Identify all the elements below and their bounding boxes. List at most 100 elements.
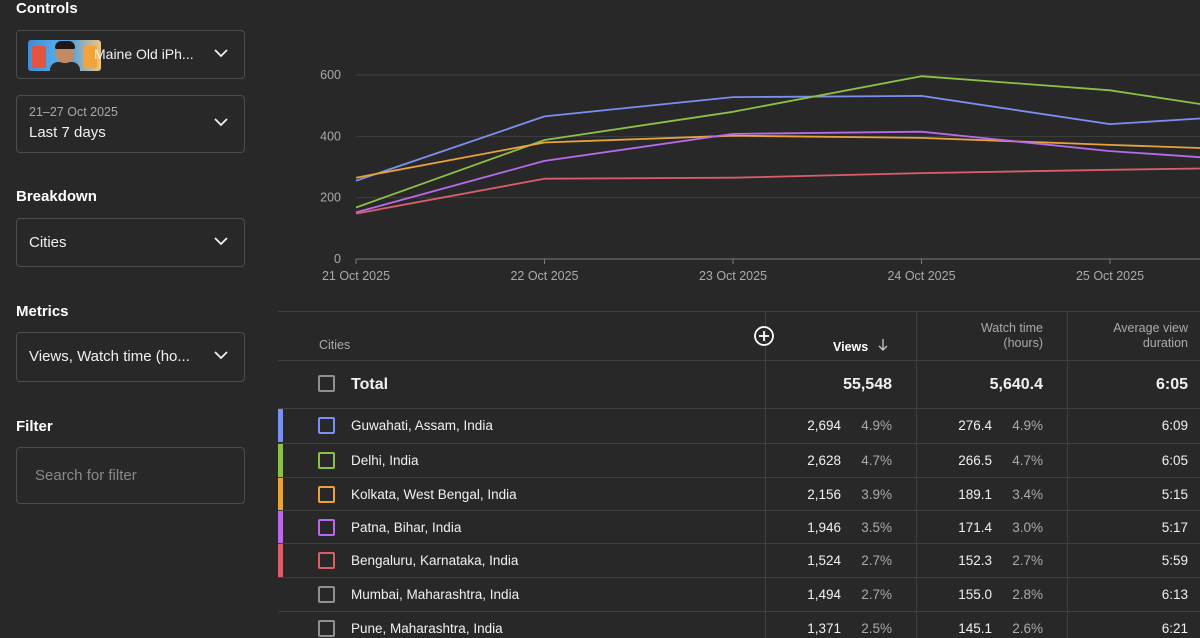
table-row[interactable]: Kolkata, West Bengal, India 2,156 3.9% 1… — [278, 478, 1200, 512]
line-chart: 0 200 400 600 21 Oct 2025 22 Oct 2025 23 Oct … — [320, 68, 1200, 283]
city-name: Patna, Bihar, India — [351, 520, 462, 535]
watch-time-percent: 4.9% — [1012, 418, 1043, 433]
row-checkbox[interactable] — [318, 552, 335, 569]
series-color-bar — [278, 478, 283, 511]
avg-duration-value: 6:09 — [1161, 418, 1188, 433]
chevron-down-icon — [214, 48, 228, 57]
breakdown-select[interactable]: Cities — [16, 218, 245, 267]
chart-series — [355, 75, 1200, 215]
avg-duration-value: 6:05 — [1161, 453, 1188, 468]
filter-input[interactable]: Search for filter — [16, 447, 245, 504]
total-avg-duration: 6:05 — [1155, 376, 1188, 393]
views-value: 1,946 — [807, 520, 841, 535]
x-tick-label: 23 Oct 2025 — [699, 269, 767, 283]
y-axis-ticks: 0 200 400 600 — [320, 68, 341, 266]
watch-time-value: 266.5 — [958, 453, 992, 468]
city-name: Bengaluru, Karnataka, India — [351, 553, 519, 568]
video-thumbnail — [28, 40, 101, 71]
total-checkbox[interactable] — [318, 375, 335, 392]
add-column-icon[interactable] — [753, 325, 775, 347]
series-color-bar — [278, 511, 283, 544]
date-range-label: Last 7 days — [29, 124, 106, 141]
avg-duration-value: 5:59 — [1161, 553, 1188, 568]
views-percent: 3.9% — [861, 487, 892, 502]
watch-time-percent: 3.4% — [1012, 487, 1043, 502]
watch-time-percent: 2.8% — [1012, 587, 1043, 602]
sort-arrow-down-icon — [878, 339, 888, 351]
watch-time-percent: 2.6% — [1012, 621, 1043, 636]
table-row[interactable]: Pune, Maharashtra, India 1,371 2.5% 145.… — [278, 612, 1200, 638]
video-title: Maine Old iPh... — [94, 46, 194, 62]
views-value: 1,371 — [807, 621, 841, 636]
breakdown-value: Cities — [29, 234, 67, 251]
table-row[interactable]: Bengaluru, Karnataka, India 1,524 2.7% 1… — [278, 544, 1200, 578]
breakdown-heading: Breakdown — [16, 188, 97, 205]
series-line — [355, 95, 1200, 182]
x-axis-ticks: 21 Oct 2025 22 Oct 2025 23 Oct 2025 24 Oct … — [322, 259, 1144, 283]
row-checkbox[interactable] — [318, 452, 335, 469]
watch-time-percent: 4.7% — [1012, 453, 1043, 468]
total-watch-time: 5,640.4 — [989, 376, 1043, 393]
total-views: 55,548 — [843, 376, 892, 393]
row-checkbox[interactable] — [318, 620, 335, 637]
views-percent: 2.7% — [861, 553, 892, 568]
views-percent: 4.7% — [861, 453, 892, 468]
avg-duration-value: 6:21 — [1161, 621, 1188, 636]
views-percent: 2.7% — [861, 587, 892, 602]
table-row[interactable]: Delhi, India 2,628 4.7% 266.5 4.7% 6:05 — [278, 444, 1200, 478]
city-name: Guwahati, Assam, India — [351, 418, 493, 433]
y-tick-label: 0 — [334, 252, 341, 266]
y-tick-label: 400 — [320, 129, 341, 143]
metrics-heading: Metrics — [16, 303, 69, 320]
filter-heading: Filter — [16, 418, 53, 435]
x-tick-label: 25 Oct 2025 — [1076, 269, 1144, 283]
table-row[interactable]: Guwahati, Assam, India 2,694 4.9% 276.4 … — [278, 409, 1200, 443]
row-checkbox[interactable] — [318, 486, 335, 503]
watch-time-value: 152.3 — [958, 553, 992, 568]
views-value: 1,524 — [807, 553, 841, 568]
city-name: Mumbai, Maharashtra, India — [351, 587, 520, 602]
views-value: 1,494 — [807, 587, 841, 602]
watch-time-value: 189.1 — [958, 487, 992, 502]
city-name: Pune, Maharashtra, India — [351, 621, 503, 636]
views-percent: 2.5% — [861, 621, 892, 636]
row-checkbox[interactable] — [318, 417, 335, 434]
series-color-bar — [278, 544, 283, 577]
watch-time-value: 155.0 — [958, 587, 992, 602]
avg-duration-value: 6:13 — [1161, 587, 1188, 602]
views-percent: 3.5% — [861, 520, 892, 535]
x-tick-label: 24 Oct 2025 — [887, 269, 955, 283]
chevron-down-icon — [214, 118, 228, 127]
y-tick-label: 600 — [320, 68, 341, 82]
series-line — [355, 134, 1200, 179]
table-row[interactable]: Mumbai, Maharashtra, India 1,494 2.7% 15… — [278, 578, 1200, 612]
chevron-down-icon — [214, 236, 228, 245]
video-selector[interactable]: Maine Old iPh... — [16, 30, 245, 79]
row-checkbox[interactable] — [318, 519, 335, 536]
series-color-bar — [278, 612, 283, 638]
x-tick-label: 22 Oct 2025 — [510, 269, 578, 283]
date-range-text: 21–27 Oct 2025 — [29, 105, 118, 119]
metrics-select[interactable]: Views, Watch time (ho... — [16, 332, 245, 382]
x-tick-label: 21 Oct 2025 — [322, 269, 390, 283]
header-watch-time: Watch time (hours) — [980, 321, 1043, 350]
avg-duration-value: 5:17 — [1161, 520, 1188, 535]
chevron-down-icon — [214, 351, 228, 360]
row-checkbox[interactable] — [318, 586, 335, 603]
header-views: Views — [833, 340, 869, 354]
views-value: 2,156 — [807, 487, 841, 502]
series-color-bar — [278, 444, 283, 477]
date-range-selector[interactable]: 21–27 Oct 2025 Last 7 days — [16, 95, 245, 153]
metrics-value: Views, Watch time (ho... — [29, 348, 190, 365]
city-name: Kolkata, West Bengal, India — [351, 487, 517, 502]
series-line — [355, 75, 1200, 209]
total-label: Total — [351, 376, 389, 393]
watch-time-percent: 2.7% — [1012, 553, 1043, 568]
watch-time-percent: 3.0% — [1012, 520, 1043, 535]
watch-time-value: 145.1 — [958, 621, 992, 636]
header-views-sort[interactable]: Views — [833, 338, 893, 356]
table-row[interactable]: Patna, Bihar, India 1,946 3.5% 171.4 3.0… — [278, 511, 1200, 545]
header-cities: Cities — [319, 338, 351, 352]
series-color-bar — [278, 409, 283, 442]
